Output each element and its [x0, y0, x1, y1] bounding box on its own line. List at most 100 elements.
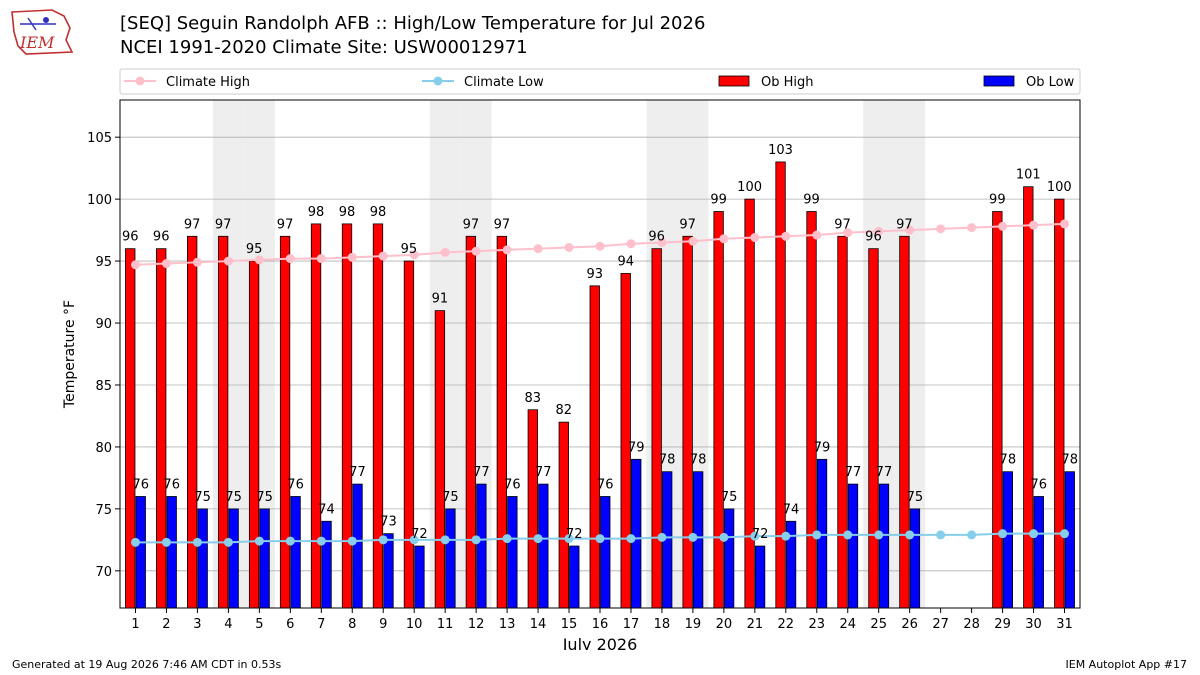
ob-high-bar-4: [217, 235, 229, 609]
legend-label-ob-low: Ob Low: [1026, 75, 1075, 90]
y-axis-label: Temperature °F: [62, 300, 78, 409]
x-tick-label-7: 7: [317, 617, 325, 632]
ob-low-label-16: 76: [597, 477, 614, 492]
ob-high-bar-2: [156, 248, 167, 609]
ob-high-label-16: 93: [586, 267, 603, 282]
x-tick-label-25: 25: [870, 617, 887, 632]
climate-high-point-16: [595, 241, 605, 251]
x-tick-label-24: 24: [839, 617, 856, 632]
x-tick-label-22: 22: [778, 617, 795, 632]
ob-low-label-31: 78: [1061, 453, 1078, 468]
weekend-shade-day-4: [212, 100, 244, 608]
ob-high-bar-30: [1023, 186, 1034, 609]
legend-label-ob-high: Ob High: [761, 75, 814, 90]
legend-marker-climate-low: [433, 76, 443, 86]
x-tick-label-12: 12: [468, 617, 485, 632]
x-tick-label-15: 15: [561, 617, 578, 632]
ob-low-bar-24: [847, 483, 859, 609]
ob-low-label-17: 79: [628, 440, 645, 455]
x-axis-label: July 2026: [562, 635, 638, 650]
x-tick-label-27: 27: [932, 617, 949, 632]
x-tick-label-3: 3: [193, 617, 201, 632]
climate-low-point-5: [254, 536, 264, 546]
ob-low-bar-14: [538, 483, 549, 609]
weekend-shade-day-18: [646, 100, 678, 608]
climate-low-point-18: [657, 532, 667, 542]
weekend-shade-day-11: [429, 100, 461, 608]
ob-low-label-21: 72: [752, 527, 769, 542]
ob-high-label-15: 82: [556, 403, 573, 418]
ob-low-bar-25: [878, 483, 890, 609]
climate-low-point-25: [874, 530, 884, 540]
ob-high-label-8: 98: [339, 205, 356, 220]
ob-low-label-7: 74: [318, 502, 335, 517]
climate-high-point-18: [657, 237, 667, 247]
climate-high-point-9: [378, 251, 388, 261]
ob-low-bar-17: [631, 458, 642, 609]
x-tick-label-19: 19: [685, 617, 702, 632]
climate-high-point-14: [533, 244, 543, 254]
climate-high-point-22: [781, 231, 791, 241]
y-tick-label-80: 80: [95, 441, 112, 456]
ob-high-label-26: 97: [896, 217, 913, 232]
ob-high-bar-8: [341, 223, 353, 609]
ob-high-bar-7: [310, 223, 322, 609]
iem-logo-text: IEM: [19, 33, 55, 52]
climate-high-point-8: [347, 252, 357, 262]
ob-high-bar-15: [558, 421, 569, 609]
x-tick-label-4: 4: [224, 617, 232, 632]
ob-high-bar-22: [775, 161, 786, 609]
x-tick-label-18: 18: [654, 617, 671, 632]
ob-low-bar-26: [909, 508, 921, 609]
climate-low-point-2: [161, 537, 171, 547]
x-tick-label-10: 10: [406, 617, 423, 632]
ob-low-label-10: 72: [411, 527, 428, 542]
climate-high-point-19: [688, 236, 698, 246]
y-tick-label-70: 70: [95, 565, 112, 580]
footer-generated-text: Generated at 19 Aug 2026 7:46 AM CDT in …: [12, 658, 282, 671]
x-tick-label-23: 23: [809, 617, 826, 632]
ob-high-label-23: 99: [803, 193, 820, 208]
climate-high-point-10: [409, 250, 419, 260]
ob-high-bar-12: [465, 235, 477, 609]
ob-low-bar-2: [166, 496, 177, 609]
ob-low-bar-12: [476, 483, 487, 609]
climate-low-point-15: [564, 534, 574, 544]
ob-high-label-18: 96: [648, 230, 665, 245]
x-tick-label-1: 1: [131, 617, 139, 632]
y-tick-label-95: 95: [95, 255, 112, 270]
weekend-shade-day-5: [243, 100, 275, 608]
ob-low-label-9: 73: [380, 515, 397, 530]
ob-high-label-12: 97: [463, 217, 480, 232]
ob-low-bar-30: [1033, 496, 1044, 609]
x-tick-label-2: 2: [162, 617, 170, 632]
x-tick-label-21: 21: [747, 617, 764, 632]
ob-high-bar-20: [713, 211, 724, 609]
ob-high-bar-23: [806, 211, 817, 609]
ob-low-label-22: 74: [783, 502, 800, 517]
x-tick-label-17: 17: [623, 617, 640, 632]
ob-high-bar-16: [589, 285, 600, 609]
chart-title: [SEQ] Seguin Randolph AFB :: High/Low Te…: [120, 13, 706, 34]
climate-high-point-7: [316, 254, 326, 264]
x-tick-label-11: 11: [437, 617, 454, 632]
ob-low-bar-31: [1064, 471, 1075, 609]
climate-high-point-28: [967, 223, 977, 233]
y-tick-label-85: 85: [95, 379, 112, 394]
climate-low-point-10: [409, 535, 419, 545]
ob-high-bar-18: [651, 248, 662, 609]
footer-app-text: IEM Autoplot App #17: [1065, 658, 1188, 671]
ob-high-label-29: 99: [989, 193, 1006, 208]
x-tick-label-9: 9: [379, 617, 387, 632]
climate-low-point-4: [223, 537, 233, 547]
climate-low-point-14: [533, 534, 543, 544]
climate-high-point-17: [626, 239, 636, 249]
x-tick-label-6: 6: [286, 617, 294, 632]
x-tick-label-13: 13: [499, 617, 516, 632]
climate-low-point-3: [192, 537, 202, 547]
ob-low-label-5: 75: [256, 490, 273, 505]
climate-low-point-28: [967, 530, 977, 540]
climate-low-point-21: [750, 531, 760, 541]
ob-high-label-25: 96: [865, 230, 882, 245]
climate-high-point-29: [998, 221, 1008, 231]
